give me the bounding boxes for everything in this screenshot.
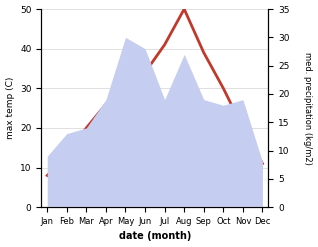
Y-axis label: max temp (C): max temp (C) — [5, 77, 15, 139]
Y-axis label: med. precipitation (kg/m2): med. precipitation (kg/m2) — [303, 52, 313, 165]
X-axis label: date (month): date (month) — [119, 231, 191, 242]
